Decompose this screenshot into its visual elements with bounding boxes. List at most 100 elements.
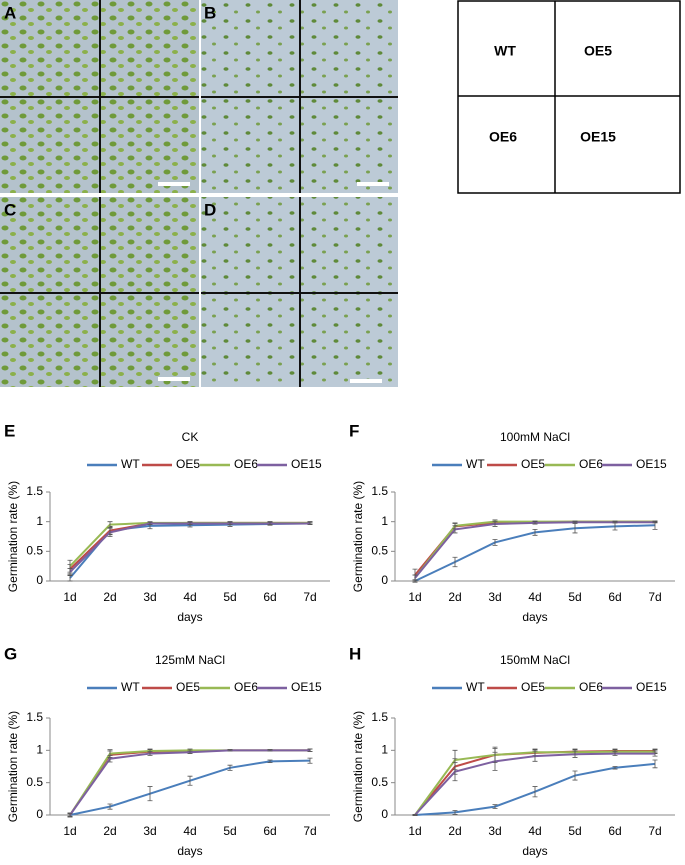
error-bar — [107, 521, 113, 528]
x-axis-label: days — [177, 844, 202, 858]
y-tick-label: 1 — [36, 743, 43, 757]
error-bar — [187, 521, 193, 526]
series-line — [69, 521, 310, 567]
legend-label: OE5 — [521, 680, 545, 694]
y-tick-label: 1 — [36, 514, 43, 528]
error-bar — [492, 804, 498, 809]
panel-label: F — [349, 421, 359, 440]
y-tick-label: 0 — [381, 573, 388, 587]
legend-label: OE6 — [579, 680, 603, 694]
layout-key: WT OE5 OE6 OE15 — [457, 0, 681, 194]
series-line — [69, 522, 311, 579]
x-tick-label: 5d — [223, 590, 236, 604]
y-axis-label: Germination rate (%) — [351, 711, 365, 822]
legend-label: OE15 — [291, 457, 322, 471]
x-tick-label: 2d — [103, 590, 116, 604]
x-tick-label: 2d — [448, 590, 461, 604]
photo-a — [0, 0, 199, 193]
error-bar — [107, 755, 113, 763]
error-bar — [67, 813, 73, 817]
key-cell: OE6 — [489, 129, 517, 145]
y-tick-label: 0.5 — [371, 544, 388, 558]
error-bar — [227, 749, 233, 752]
x-tick-label: 6d — [263, 824, 276, 838]
error-bar — [147, 786, 153, 802]
error-bar — [652, 521, 658, 524]
x-tick-label: 7d — [303, 824, 316, 838]
error-bar — [307, 521, 313, 526]
x-tick-label: 7d — [648, 824, 661, 838]
panel-label: C — [4, 200, 16, 219]
x-axis-label: days — [522, 844, 547, 858]
x-tick-label: 1d — [408, 824, 421, 838]
panel-label: E — [4, 421, 15, 440]
error-bar — [572, 750, 578, 758]
error-bar — [572, 521, 578, 524]
y-tick-label: 0 — [36, 807, 43, 821]
error-bar — [612, 766, 618, 770]
error-bar — [612, 521, 618, 524]
y-tick-label: 0 — [381, 807, 388, 821]
y-tick-label: 1.5 — [26, 710, 43, 724]
series-line — [69, 759, 311, 816]
error-bar — [492, 751, 498, 771]
error-bar — [652, 759, 658, 769]
y-tick-label: 1 — [381, 514, 388, 528]
error-bar — [267, 759, 273, 764]
photo-d — [201, 197, 398, 387]
error-bar — [147, 751, 153, 756]
error-bar — [492, 539, 498, 546]
x-axis-label: days — [177, 610, 202, 624]
x-tick-label: 4d — [528, 590, 541, 604]
error-bar — [227, 764, 233, 771]
x-tick-label: 5d — [568, 824, 581, 838]
legend-label: WT — [121, 457, 140, 471]
x-tick-label: 3d — [143, 590, 156, 604]
error-bar — [532, 750, 538, 762]
x-tick-label: 5d — [223, 824, 236, 838]
photo-c — [0, 197, 199, 387]
error-bar — [227, 521, 233, 526]
legend-label: OE15 — [636, 457, 667, 471]
panel-label: A — [4, 3, 16, 22]
y-tick-label: 1.5 — [371, 710, 388, 724]
x-tick-label: 3d — [488, 590, 501, 604]
x-axis-label: days — [522, 610, 547, 624]
error-bar — [107, 803, 113, 810]
panel-label: H — [349, 644, 361, 663]
error-bar — [412, 813, 418, 817]
error-bar — [452, 525, 458, 534]
x-tick-label: 6d — [608, 590, 621, 604]
x-tick-label: 4d — [183, 590, 196, 604]
error-bar — [307, 748, 313, 753]
chart-title: CK — [182, 430, 199, 444]
legend-label: OE15 — [291, 680, 322, 694]
error-bar — [187, 775, 193, 786]
chart-title: 100mM NaCl — [500, 430, 570, 444]
error-bar — [412, 574, 418, 582]
x-tick-label: 7d — [303, 590, 316, 604]
legend-label: OE5 — [521, 457, 545, 471]
x-tick-label: 6d — [263, 590, 276, 604]
legend-label: WT — [466, 457, 485, 471]
chart-title: 125mM NaCl — [155, 653, 225, 667]
y-tick-label: 1.5 — [26, 484, 43, 498]
panel-label: B — [204, 3, 216, 22]
photo-b — [201, 0, 398, 193]
y-tick-label: 0.5 — [26, 544, 43, 558]
chart-title: 150mM NaCl — [500, 653, 570, 667]
y-axis-label: Germination rate (%) — [351, 481, 365, 592]
x-tick-label: 5d — [568, 590, 581, 604]
y-axis-label: Germination rate (%) — [6, 711, 20, 822]
legend-label: OE6 — [234, 457, 258, 471]
key-cell: OE5 — [584, 43, 612, 59]
panel-label: D — [204, 200, 216, 219]
x-tick-label: 6d — [608, 824, 621, 838]
y-tick-label: 0 — [36, 573, 43, 587]
error-bar — [452, 762, 458, 782]
y-tick-label: 0.5 — [371, 775, 388, 789]
error-bar — [652, 750, 658, 757]
error-bar — [492, 521, 498, 527]
error-bar — [307, 757, 313, 764]
